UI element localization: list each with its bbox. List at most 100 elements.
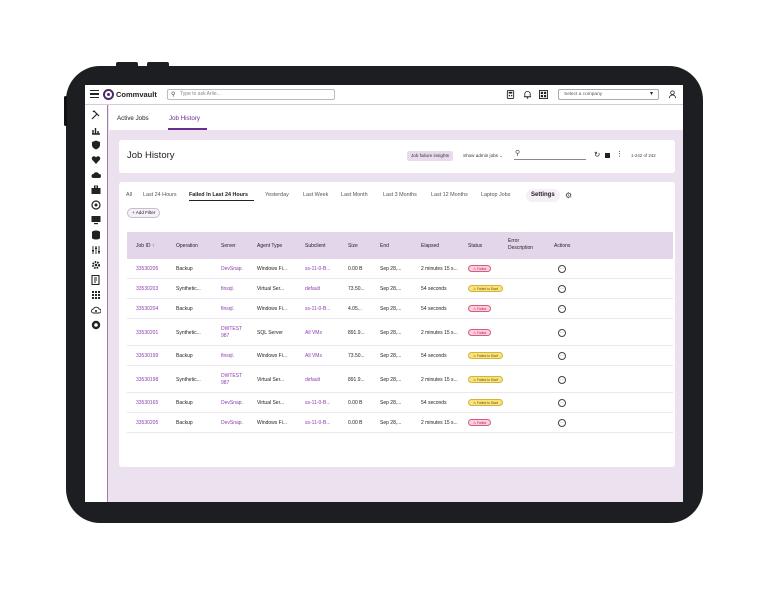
- job-id-link[interactable]: 33530203: [136, 286, 159, 292]
- subclient-link[interactable]: ss-11-0-B...: [305, 306, 331, 312]
- row-actions-menu-icon[interactable]: ···: [558, 265, 566, 273]
- subclient-link[interactable]: All VMs: [305, 330, 322, 336]
- job-id-link[interactable]: 33530205: [136, 266, 159, 272]
- tab-job-history[interactable]: Job History: [169, 115, 200, 122]
- edit-document-icon[interactable]: [91, 275, 101, 285]
- shield-icon[interactable]: [91, 140, 101, 150]
- table-row[interactable]: 33530199 Backup finsql. Windows Fi... All VM…: [127, 346, 673, 366]
- computer-icon[interactable]: [91, 215, 101, 225]
- pagination-count: 1-242 of 242: [631, 153, 656, 158]
- table-row[interactable]: 33530205 Backup DevSnap. Windows Fi... ss-11…: [127, 259, 673, 279]
- user-profile-icon[interactable]: [668, 90, 677, 99]
- dashboard-grid-icon[interactable]: [539, 90, 548, 99]
- table-row[interactable]: 33530205 Backup DevSnap. Windows Fi... ss-11…: [127, 413, 673, 433]
- job-id-link[interactable]: 33530198: [136, 377, 159, 383]
- heart-shield-icon[interactable]: [91, 155, 101, 165]
- server-link[interactable]: 987: [221, 380, 230, 386]
- table-row[interactable]: 33530203 Synthetic... finsql. Virtual Ser..…: [127, 279, 673, 299]
- calculator-icon[interactable]: [506, 90, 515, 99]
- more-options-icon[interactable]: ⋮: [616, 151, 623, 158]
- tab-active-jobs[interactable]: Active Jobs: [117, 115, 149, 122]
- monitor-circle-icon[interactable]: [91, 200, 101, 210]
- hamburger-menu-icon[interactable]: [90, 90, 99, 98]
- app-logo[interactable]: Commvault: [103, 89, 157, 100]
- jobs-search-input[interactable]: ⚲: [514, 150, 586, 160]
- apps-grid-icon[interactable]: [91, 290, 101, 300]
- job-id-link[interactable]: 33530199: [136, 353, 159, 359]
- briefcase-icon[interactable]: [91, 185, 101, 195]
- job-id-link[interactable]: 33530165: [136, 400, 159, 406]
- column-header-end[interactable]: End: [380, 243, 389, 249]
- column-header-subclient[interactable]: Subclient: [305, 243, 326, 249]
- column-header-job-id[interactable]: Job ID ↑: [136, 243, 154, 249]
- subclient-link[interactable]: default: [305, 377, 321, 383]
- server-link[interactable]: finsql.: [221, 353, 235, 359]
- table-row[interactable]: 33530165 Backup DevSnap. Virtual Ser... ss-1…: [127, 393, 673, 413]
- filter-last-24-hours[interactable]: Last 24 Hours: [143, 192, 177, 198]
- filter-last-month[interactable]: Last Month: [341, 192, 368, 198]
- row-actions-menu-icon[interactable]: ···: [558, 305, 566, 313]
- show-admin-jobs-toggle[interactable]: Show admin jobs ⌄: [463, 153, 503, 159]
- server-link[interactable]: finsql.: [221, 306, 235, 312]
- column-header-error-line2[interactable]: Description: [508, 245, 534, 251]
- row-actions-menu-icon[interactable]: ···: [558, 399, 566, 407]
- subclient-link[interactable]: default: [305, 286, 321, 292]
- settings-button[interactable]: Settings: [526, 189, 560, 202]
- server-link[interactable]: 987: [221, 333, 230, 339]
- column-header-elapsed[interactable]: Elapsed: [421, 243, 440, 249]
- row-actions-menu-icon[interactable]: ···: [558, 329, 566, 337]
- table-row[interactable]: 33530198 Synthetic... DWTEST 987 Virtual Ser…: [127, 366, 673, 393]
- add-filter-button[interactable]: + Add Filter: [127, 208, 161, 218]
- notifications-bell-icon[interactable]: [523, 90, 532, 99]
- filter-laptop-jobs[interactable]: Laptop Jobs: [481, 192, 511, 198]
- server-link[interactable]: DevSnap.: [221, 400, 243, 406]
- company-select[interactable]: Select a company ▾: [558, 89, 659, 100]
- filter-last-week[interactable]: Last Week: [303, 192, 329, 198]
- job-id-link[interactable]: 33530204: [136, 306, 159, 312]
- gear-icon[interactable]: ⚙: [565, 191, 573, 200]
- server-link[interactable]: DevSnap.: [221, 266, 243, 272]
- filter-all[interactable]: All: [126, 192, 132, 198]
- column-header-size[interactable]: Size: [348, 243, 358, 249]
- server-link[interactable]: DWTEST: [221, 373, 243, 379]
- sliders-icon[interactable]: [91, 245, 101, 255]
- stop-icon[interactable]: [605, 153, 610, 158]
- commvault-circle-icon[interactable]: [91, 320, 101, 330]
- column-header-agent-type[interactable]: Agent Type: [257, 243, 283, 249]
- subclient-link[interactable]: ss-11-0-B...: [305, 400, 331, 406]
- row-actions-menu-icon[interactable]: ···: [558, 376, 566, 384]
- table-row[interactable]: 33530201 Synthetic... DWTEST 987 SQL Server A…: [127, 319, 673, 346]
- server-link[interactable]: DWTEST: [221, 326, 243, 332]
- filter-last-3-months[interactable]: Last 3 Months: [383, 192, 417, 198]
- job-id-link[interactable]: 33530205: [136, 420, 159, 426]
- column-header-status[interactable]: Status: [468, 243, 483, 249]
- cloud-settings-icon[interactable]: [91, 305, 101, 315]
- database-icon[interactable]: [91, 230, 101, 240]
- tools-icon[interactable]: [91, 110, 101, 120]
- row-actions-menu-icon[interactable]: ···: [558, 285, 566, 293]
- gear-icon[interactable]: [91, 260, 101, 270]
- subclient-link[interactable]: ss-11-0-B...: [305, 420, 331, 426]
- cloud-icon[interactable]: [91, 170, 101, 180]
- filter-failed-last-24-hours[interactable]: Failed In Last 24 Hours: [189, 192, 249, 198]
- job-id-link[interactable]: 33530201: [136, 330, 159, 336]
- status-label: Failed: [476, 307, 487, 311]
- filter-yesterday[interactable]: Yesterday: [265, 192, 289, 198]
- global-search-input[interactable]: ⚲ Type to ask Arlie...: [167, 89, 335, 100]
- warning-icon: ⚠: [473, 421, 477, 425]
- row-actions-menu-icon[interactable]: ···: [558, 352, 566, 360]
- reports-chart-icon[interactable]: [91, 125, 101, 135]
- column-header-operation[interactable]: Operation: [176, 243, 198, 249]
- server-link[interactable]: finsql.: [221, 286, 235, 292]
- job-failure-insights-button[interactable]: Job failure insights: [407, 151, 454, 161]
- server-link[interactable]: DevSnap.: [221, 420, 243, 426]
- device-button-top: [116, 62, 138, 66]
- column-header-error-line1[interactable]: Error: [508, 238, 520, 244]
- filter-last-12-months[interactable]: Last 12 Months: [431, 192, 468, 198]
- row-actions-menu-icon[interactable]: ···: [558, 419, 566, 427]
- table-row[interactable]: 33530204 Backup finsql. Windows Fi... ss-11-…: [127, 299, 673, 319]
- subclient-link[interactable]: All VMs: [305, 353, 322, 359]
- subclient-link[interactable]: ss-11-0-B...: [305, 266, 331, 272]
- column-header-server[interactable]: Server: [221, 243, 236, 249]
- refresh-icon[interactable]: ↻: [594, 150, 601, 159]
